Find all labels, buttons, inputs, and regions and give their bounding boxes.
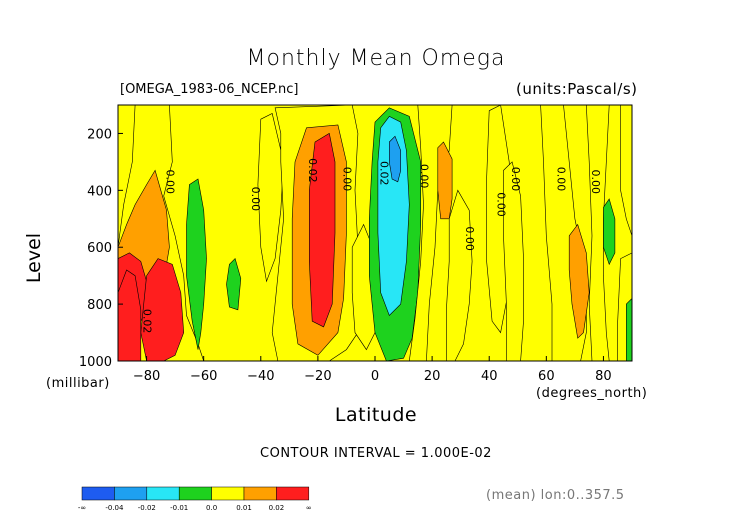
contour-label-11: 0.02 [141, 309, 154, 334]
y-tick-label: 600 [87, 241, 112, 256]
colorbar-swatch [81, 486, 115, 501]
colorbar-label: -0.02 [138, 504, 156, 512]
y-axis-units: (millibar) [46, 376, 110, 391]
colorbar-label: -0.01 [170, 504, 188, 512]
x-tick-label: −80 [133, 369, 160, 384]
colorbar-label: -0.04 [105, 504, 124, 512]
colorbar-label: ∞ [306, 504, 312, 512]
contour-label-7: 0.00 [495, 192, 508, 217]
colorbar-swatch [114, 486, 148, 501]
colorbar-swatch [211, 486, 245, 501]
x-axis-units: (degrees_north) [536, 386, 648, 401]
contour-label-5: 0.00 [418, 164, 431, 189]
colorbar-swatch [146, 486, 180, 501]
colorbar-label: 0.02 [269, 504, 285, 512]
x-tick-label: −20 [304, 369, 331, 384]
colorbar-label: 0.0 [206, 504, 217, 512]
contour-region-17 [437, 141, 453, 220]
contour-label-4: 0.02 [378, 161, 391, 186]
contour-region-20 [503, 161, 524, 361]
contour-region-24 [603, 198, 616, 266]
contour-region-23 [585, 105, 610, 361]
contour-interval-label: CONTOUR INTERVAL = 1.000E-02 [260, 446, 492, 461]
file-label: [OMEGA_1983-06_NCEP.nc] [120, 82, 299, 97]
y-tick-label: 200 [87, 127, 112, 142]
contour-label-9: 0.00 [555, 167, 568, 192]
contour-region-4 [140, 258, 185, 361]
colorbar: -∞ -0.04 -0.02 -0.01 0.0 0.01 0.02 ∞ [78, 486, 312, 512]
colorbar-label: 0.01 [236, 504, 252, 512]
x-axis-label: Latitude [334, 404, 418, 426]
contour-region-8 [257, 113, 284, 283]
contour-region-5 [118, 269, 142, 361]
colorbar-swatch [243, 486, 277, 501]
x-tick-label: 80 [595, 369, 612, 384]
mean-footer-label: (mean) lon:0..357.5 [486, 488, 625, 503]
colorbar-label: -∞ [78, 504, 86, 512]
contour-region-25 [620, 105, 632, 236]
contour-region-18 [446, 189, 473, 361]
contour-label-10: 0.00 [589, 170, 602, 195]
y-tick-label: 800 [87, 298, 112, 313]
y-tick-label: 1000 [79, 355, 112, 370]
x-tick-label: 40 [481, 369, 498, 384]
contour-region-11 [308, 132, 336, 328]
units-label: (units:Pascal/s) [516, 80, 638, 98]
contour-region-14 [377, 116, 410, 317]
axes: −80 −60 −40 −20 0 20 40 60 80 200 400 600 800 1000 [79, 127, 612, 384]
x-tick-label: −60 [190, 369, 217, 384]
contour-label-3: 0.00 [340, 167, 353, 192]
x-tick-label: 60 [538, 369, 555, 384]
contour-label-1: 0.00 [249, 187, 262, 212]
contour-label-0: 0.00 [163, 170, 176, 195]
contour-label-2: 0.02 [306, 158, 319, 183]
contour-label-6: 0.00 [463, 226, 476, 251]
colorbar-swatch [276, 486, 310, 501]
x-tick-label: 20 [424, 369, 441, 384]
contour-region-6 [186, 178, 207, 350]
contour-label-8: 0.00 [509, 167, 522, 192]
contour-region-22 [568, 223, 590, 339]
chart-title: Monthly Mean Omega [246, 46, 506, 71]
contour-region-27 [625, 297, 632, 361]
contour-fills [118, 105, 632, 361]
x-tick-label: −40 [247, 369, 274, 384]
colorbar-swatch [178, 486, 212, 501]
contour-region-15 [388, 135, 402, 183]
contour-region-7 [226, 258, 242, 311]
x-tick-label: 0 [371, 369, 379, 384]
contour-labels: 0.000.000.02 0.00 0.02 0.000.000.000.00 0.00… [141, 158, 602, 333]
y-tick-label: 400 [87, 184, 112, 199]
